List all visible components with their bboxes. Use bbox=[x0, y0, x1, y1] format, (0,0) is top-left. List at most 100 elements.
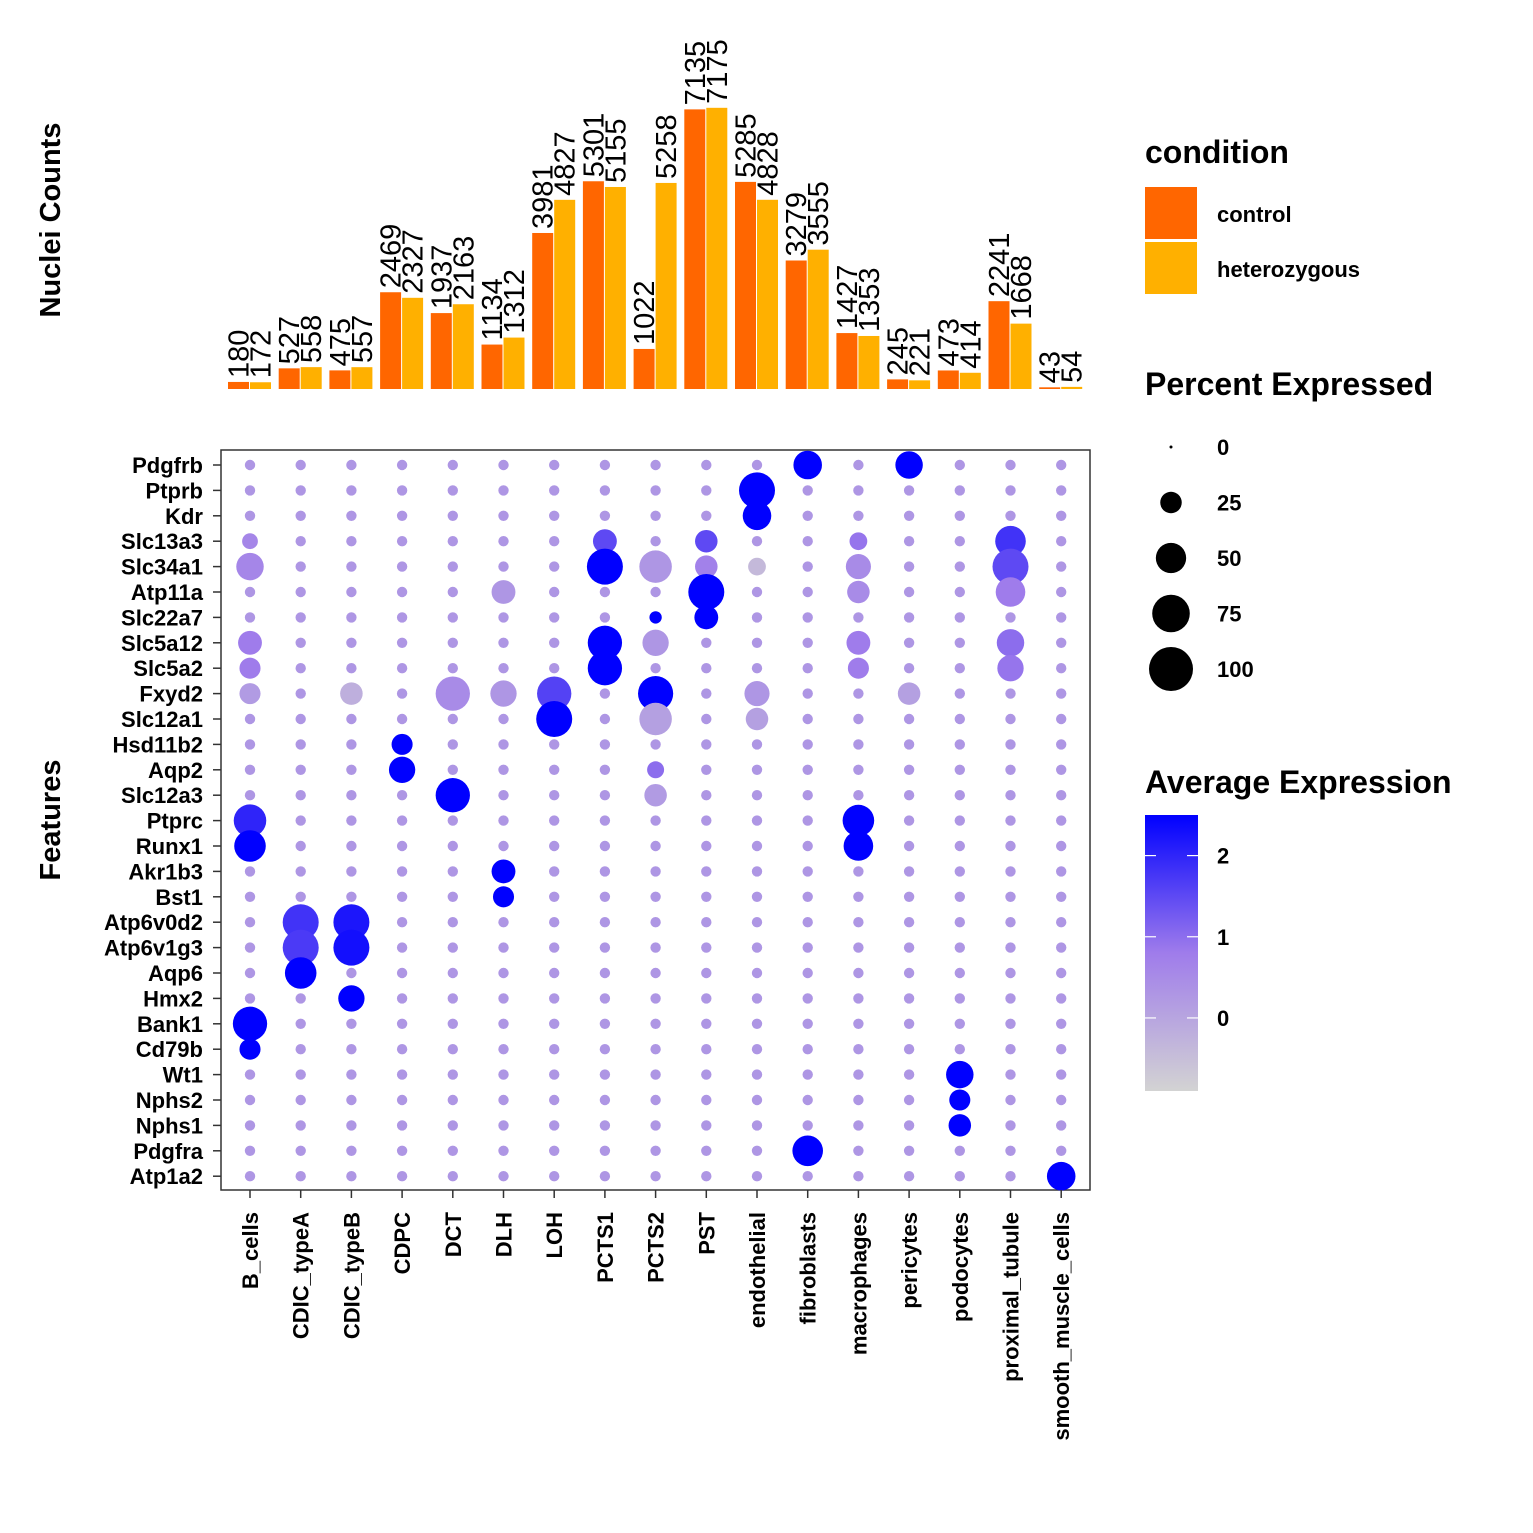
bar-label-DCT-control: 1937 bbox=[426, 245, 458, 310]
dot-Ptprc-proximal_tubule bbox=[1005, 815, 1016, 826]
bar-CDIC_typeA-control bbox=[278, 368, 300, 389]
dot-Slc12a1-DCT bbox=[447, 713, 458, 725]
dot-Aqp6-LOH bbox=[549, 967, 560, 979]
dot-Bank1-fibroblasts bbox=[802, 1018, 813, 1029]
dot-Aqp6-CDPC bbox=[396, 967, 408, 979]
dot-Pdgfrb-PCTS2 bbox=[650, 459, 661, 471]
dot-Nphs2-macrophages bbox=[853, 1094, 864, 1106]
size-legend-label-25: 25 bbox=[1217, 491, 1241, 516]
dot-Ptprc-B_cells bbox=[233, 804, 267, 837]
dot-Atp1a2-macrophages bbox=[853, 1171, 864, 1182]
dot-Bst1-endothelial bbox=[751, 891, 763, 902]
dot-Atp11a-podocytes bbox=[954, 586, 965, 598]
dot-Ptprb-CDPC bbox=[396, 485, 408, 496]
bar-podocytes-control bbox=[937, 370, 959, 389]
dot-Bst1-DCT bbox=[447, 891, 458, 902]
dot-Ptprc-CDIC_typeA bbox=[295, 815, 306, 826]
dot-Atp11a-CDIC_typeB bbox=[346, 586, 357, 598]
dot-Fxyd2-smooth_muscle_cells bbox=[1056, 688, 1067, 699]
dot-Hsd11b2-fibroblasts bbox=[802, 739, 813, 750]
dot-Slc34a1-macrophages bbox=[845, 554, 871, 580]
dot-Pdgfrb-PCTS1 bbox=[599, 459, 611, 471]
dot-Slc13a3-pericytes bbox=[903, 536, 915, 547]
dot-Aqp6-endothelial bbox=[751, 967, 763, 979]
dot-Ptprc-macrophages bbox=[842, 804, 875, 837]
dot-Slc13a3-proximal_tubule bbox=[995, 525, 1026, 557]
dot-Atp1a2-B_cells bbox=[244, 1171, 256, 1182]
dot-Pdgfrb-CDIC_typeA bbox=[295, 459, 306, 471]
dot-Slc34a1-PCTS2 bbox=[639, 550, 672, 583]
dot-Slc12a1-endothelial bbox=[745, 707, 769, 731]
dot-Pdgfrb-macrophages bbox=[853, 459, 864, 471]
feature-label-Pdgfrb: Pdgfrb bbox=[132, 453, 203, 478]
dot-Hsd11b2-PST bbox=[701, 739, 712, 750]
dot-Bst1-podocytes bbox=[954, 891, 965, 902]
dot-Wt1-B_cells bbox=[244, 1069, 256, 1080]
dot-Slc5a2-DLH bbox=[498, 663, 509, 674]
dot-Runx1-DLH bbox=[498, 840, 509, 852]
dot-Slc12a1-podocytes bbox=[954, 713, 965, 725]
dot-Pdgfra-PCTS1 bbox=[599, 1145, 611, 1156]
dot-Nphs2-smooth_muscle_cells bbox=[1056, 1094, 1067, 1106]
dot-Slc5a12-pericytes bbox=[903, 637, 915, 648]
bar-label-fibroblasts-control: 3279 bbox=[781, 192, 813, 257]
dot-Bank1-PCTS1 bbox=[599, 1018, 611, 1029]
dot-Cd79b-DCT bbox=[447, 1044, 458, 1055]
bar-smooth_muscle_cells-heterozygous bbox=[1061, 386, 1083, 389]
dot-Slc12a1-CDIC_typeA bbox=[295, 713, 306, 725]
dot-Ptprb-podocytes bbox=[954, 485, 965, 496]
dot-Slc5a2-smooth_muscle_cells bbox=[1056, 663, 1067, 674]
feature-label-Slc12a1: Slc12a1 bbox=[121, 707, 203, 732]
dot-Atp1a2-DLH bbox=[498, 1171, 509, 1182]
cluster-label-fibroblasts: fibroblasts bbox=[796, 1212, 821, 1324]
dot-Slc5a2-B_cells bbox=[239, 657, 261, 679]
dot-Slc12a3-DCT bbox=[435, 778, 470, 813]
dot-Slc12a1-CDPC bbox=[396, 713, 408, 725]
dot-Atp11a-fibroblasts bbox=[802, 586, 813, 598]
dot-Slc12a1-LOH bbox=[536, 701, 573, 737]
dot-Kdr-DLH bbox=[498, 510, 509, 521]
feature-label-Slc5a12: Slc5a12 bbox=[121, 631, 203, 656]
dot-Hsd11b2-CDIC_typeB bbox=[346, 739, 357, 750]
dot-Aqp2-PCTS2 bbox=[647, 761, 665, 779]
dot-Slc12a1-PCTS2 bbox=[639, 702, 672, 736]
dot-Atp6v0d2-fibroblasts bbox=[802, 917, 813, 928]
dot-Pdgfrb-fibroblasts bbox=[793, 450, 822, 480]
dot-Aqp6-PST bbox=[701, 967, 712, 979]
feature-label-Wt1: Wt1 bbox=[163, 1063, 203, 1088]
dot-Ptprb-PST bbox=[701, 485, 712, 496]
colorbar-label-1: 1 bbox=[1217, 925, 1229, 950]
size-legend-label-100: 100 bbox=[1217, 657, 1254, 682]
bar-DCT-control bbox=[430, 313, 452, 389]
dot-Atp1a2-LOH bbox=[549, 1171, 560, 1182]
dot-Kdr-PCTS2 bbox=[650, 510, 661, 521]
dot-Ptprc-pericytes bbox=[903, 815, 915, 826]
dot-Bank1-DLH bbox=[498, 1018, 509, 1029]
dot-Slc5a12-macrophages bbox=[846, 630, 871, 655]
dot-Nphs1-fibroblasts bbox=[802, 1120, 813, 1131]
dot-Nphs2-podocytes bbox=[949, 1089, 971, 1111]
dot-Slc5a12-PCTS1 bbox=[587, 625, 623, 660]
dot-Ptprb-B_cells bbox=[244, 485, 256, 496]
average-legend-title: Average Expression bbox=[1145, 764, 1452, 800]
dot-Kdr-endothelial bbox=[742, 501, 772, 531]
bar-PCTS1-heterozygous bbox=[604, 186, 626, 389]
feature-tick-labels: PdgfrbPtprbKdrSlc13a3Slc34a1Atp11aSlc22a… bbox=[104, 453, 204, 1189]
dot-Pdgfrb-DCT bbox=[447, 459, 458, 471]
dot-Aqp2-CDIC_typeB bbox=[346, 764, 357, 775]
dot-Slc22a7-CDIC_typeB bbox=[346, 612, 357, 623]
dot-Ptprb-DCT bbox=[447, 485, 458, 496]
dot-Ptprb-PCTS1 bbox=[599, 485, 611, 496]
dot-Atp1a2-CDIC_typeB bbox=[346, 1171, 357, 1182]
dot-Slc22a7-DLH bbox=[498, 612, 509, 623]
dot-Atp11a-PCTS2 bbox=[650, 586, 661, 598]
dot-Ptprc-PCTS1 bbox=[599, 815, 611, 826]
dot-Ptprb-pericytes bbox=[903, 485, 915, 496]
bar-label-pericytes-heterozygous: 221 bbox=[905, 328, 937, 376]
dot-Atp6v1g3-CDPC bbox=[396, 942, 408, 953]
dot-Hsd11b2-podocytes bbox=[954, 739, 965, 750]
dot-Ptprc-CDPC bbox=[396, 815, 408, 826]
dot-Pdgfra-pericytes bbox=[903, 1145, 915, 1156]
dot-Wt1-PST bbox=[701, 1069, 712, 1080]
dot-Slc34a1-podocytes bbox=[954, 561, 965, 572]
